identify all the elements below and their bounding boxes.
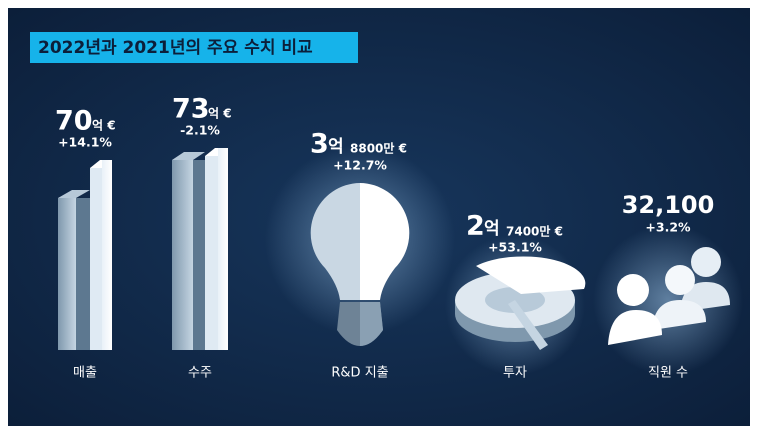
value-number: 3	[310, 129, 329, 160]
value-unit: 억 €	[208, 107, 232, 121]
value-extra: 8800만 €	[350, 141, 407, 156]
value-number: 73	[172, 94, 210, 125]
item-label: R&D 지출	[331, 366, 388, 381]
value-unit: 억 €	[92, 119, 116, 133]
item-label: 매출	[73, 366, 97, 381]
change: +3.2%	[645, 220, 691, 235]
change: -2.1%	[180, 123, 220, 138]
change: +12.7%	[333, 158, 387, 173]
item-label: 직원 수	[648, 366, 688, 381]
value-number: 32,100	[622, 191, 715, 219]
title: 2022년과 2021년의 주요 수치 비교	[38, 38, 313, 58]
change: +14.1%	[58, 135, 112, 150]
page: 2022년과 2021년의 주요 수치 비교	[0, 0, 757, 429]
value-unit: 억	[328, 137, 344, 157]
pie-icon	[445, 235, 585, 375]
value-unit: 억	[484, 219, 500, 239]
value-extra: 7400만 €	[506, 224, 563, 239]
people-icon	[593, 225, 743, 375]
item-label: 수주	[188, 366, 212, 381]
bars-icon	[172, 148, 228, 350]
value-number: 70	[55, 106, 93, 137]
item-label: 투자	[503, 366, 527, 381]
infographic: 2022년과 2021년의 주요 수치 비교	[0, 0, 757, 429]
change: +53.1%	[488, 240, 542, 255]
value-number: 2	[466, 211, 485, 242]
